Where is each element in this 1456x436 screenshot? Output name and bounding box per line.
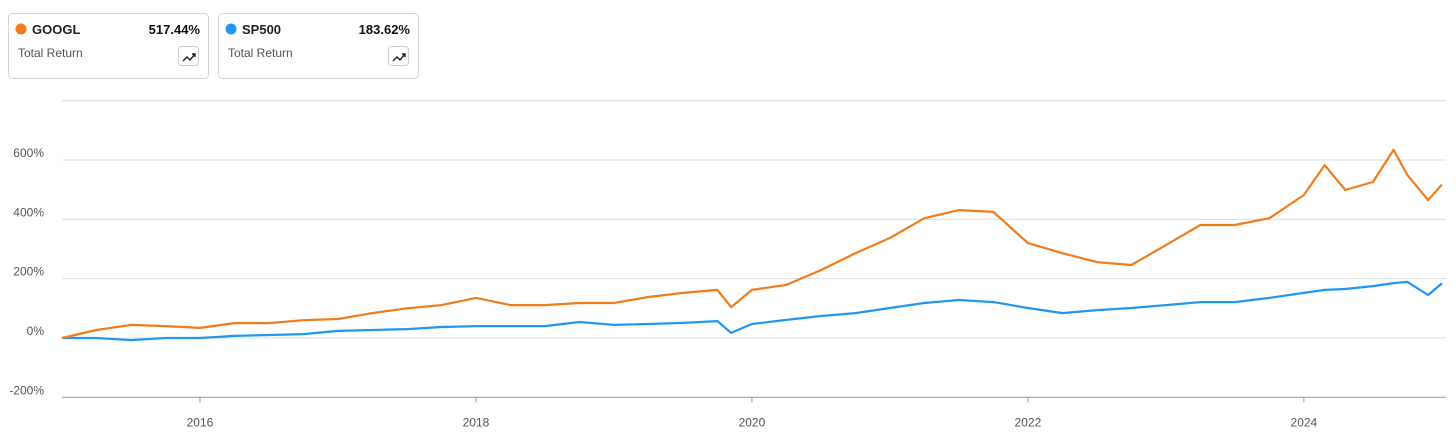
card-frame <box>218 13 419 79</box>
total-return: 517.44% <box>149 22 201 37</box>
y-tick-label: 400% <box>13 205 44 219</box>
legend-name: SP500 <box>242 22 281 37</box>
legend-dot <box>225 23 237 35</box>
x-tick-label: 2018 <box>463 415 490 429</box>
legend-dot <box>15 23 27 35</box>
x-tick-label: 2024 <box>1291 415 1318 429</box>
x-tick-label: 2020 <box>739 415 766 429</box>
legend-name: GOOGL <box>32 22 80 37</box>
series-line <box>61 148 1443 340</box>
series-line <box>62 280 1443 342</box>
trend-icon <box>392 53 406 62</box>
y-tick-label: 600% <box>13 146 44 160</box>
caption: Total Return <box>18 46 83 60</box>
legend-card[interactable]: SP500 183.62% Total Return <box>218 13 419 79</box>
legend-card[interactable]: GOOGL 517.44% Total Return <box>8 13 209 79</box>
x-tick-label: 2016 <box>187 415 214 429</box>
y-tick-label: 200% <box>13 265 44 279</box>
y-tick-label: 0% <box>27 324 45 338</box>
chart-toggle-button[interactable] <box>388 46 409 66</box>
y-tick-label: -200% <box>9 383 44 397</box>
caption: Total Return <box>228 46 293 60</box>
x-tick-label: 2022 <box>1015 415 1042 429</box>
card-frame <box>8 13 209 79</box>
chart-toggle-button[interactable] <box>178 46 199 66</box>
trend-icon <box>182 53 196 62</box>
total-return: 183.62% <box>359 22 411 37</box>
